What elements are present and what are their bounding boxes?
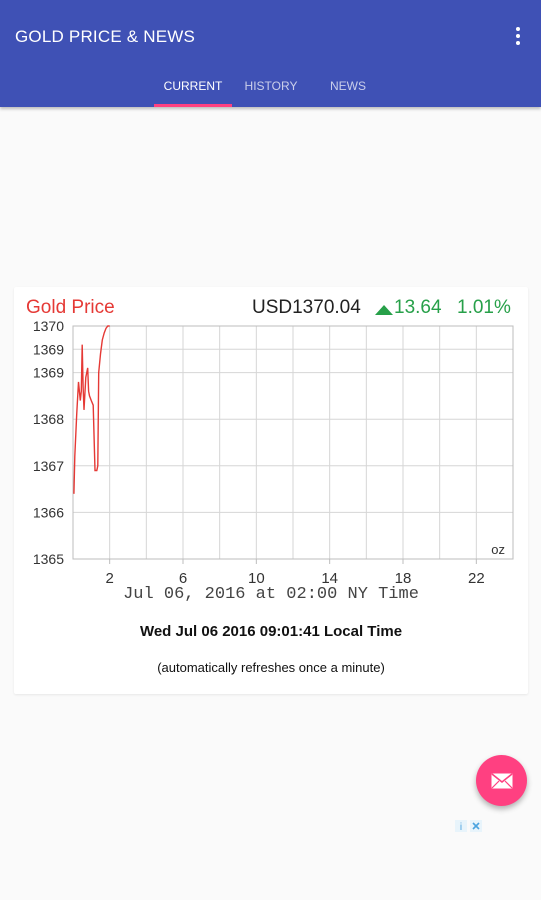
adchoices-icon[interactable]: i (455, 820, 483, 832)
y-tick-label: 1366 (33, 504, 64, 520)
price-card (14, 287, 528, 694)
y-tick-label: 1368 (33, 411, 64, 427)
x-tick-label: 2 (105, 570, 113, 587)
x-tick-label: 22 (468, 570, 485, 587)
x-tick-label: 14 (321, 570, 338, 587)
price-change-percent: 1.01% (457, 297, 511, 318)
tab-history[interactable]: HISTORY (244, 79, 298, 93)
y-tick-label: 1369 (33, 365, 64, 381)
app-bar: GOLD PRICE & NEWS CURRENT HISTORY NEWS (0, 0, 541, 107)
x-tick-label: 18 (395, 570, 412, 587)
email-icon (491, 772, 512, 788)
local-time: Wed Jul 06 2016 09:01:41 Local Time (139, 623, 403, 640)
y-tick-label: 1369 (33, 341, 64, 357)
tab-current[interactable]: CURRENT (163, 79, 223, 93)
unit-label: oz (491, 542, 505, 557)
plot-frame (72, 325, 514, 560)
y-tick-label: 1365 (33, 551, 64, 567)
email-button[interactable] (476, 755, 527, 806)
y-tick-label: 1367 (33, 458, 64, 474)
ny-time: Jul 06, 2016 at 02:00 NY Time (123, 585, 419, 604)
tab-news[interactable]: NEWS (330, 79, 366, 93)
x-tick-label: 10 (248, 570, 265, 587)
app-title: GOLD PRICE & NEWS (15, 27, 196, 46)
chart-title: Gold Price (26, 297, 115, 318)
x-tick-label: 6 (179, 570, 187, 587)
price-change: 13.64 (394, 297, 442, 318)
refresh-note: (automatically refreshes once a minute) (157, 660, 385, 675)
up-arrow-icon (375, 305, 393, 315)
more-vert-icon[interactable] (513, 27, 523, 45)
current-price: USD1370.04 (252, 297, 361, 318)
active-tab-indicator (154, 104, 232, 107)
price-series-line (73, 325, 110, 494)
tab-bar: CURRENT HISTORY NEWS (0, 78, 541, 107)
svg-text:i: i (460, 822, 462, 832)
y-tick-label: 1370 (33, 318, 64, 334)
